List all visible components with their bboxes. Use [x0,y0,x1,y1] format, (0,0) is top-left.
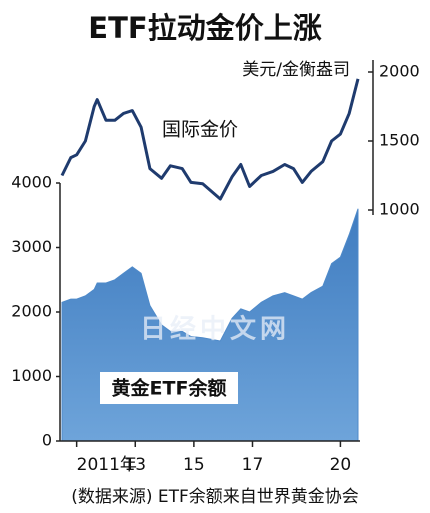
y-tick-label: 0 [42,431,52,450]
x-tick-label: 2011年 [77,455,137,475]
y-tick-label: 1000 [11,366,52,385]
x-tick-label: 13 [124,455,146,475]
y2-tick-label: 1000 [379,200,420,219]
x-tick-label: 17 [242,455,264,475]
y-tick-label: 4000 [11,173,52,192]
y2-tick-label: 2000 [379,62,420,81]
x-tick-label: 20 [330,455,352,475]
watermark: 日经中文网 [140,314,290,345]
y2-axis-label: 美元/金衡盎司 [242,60,350,80]
area-label: 黄金ETF余额 [112,377,227,400]
y-tick-label: 2000 [11,302,52,321]
price-line [60,78,360,201]
chart-title: ETF拉动金价上涨 [88,11,321,45]
label-box [100,372,238,404]
y2-tick-label: 1500 [379,131,420,150]
source-note: (数据来源) ETF余额来自世界黄金协会 [71,487,359,507]
y-tick-label: 3000 [11,237,52,256]
line-label: 国际金价 [162,119,238,141]
x-tick-label: 15 [183,455,205,475]
